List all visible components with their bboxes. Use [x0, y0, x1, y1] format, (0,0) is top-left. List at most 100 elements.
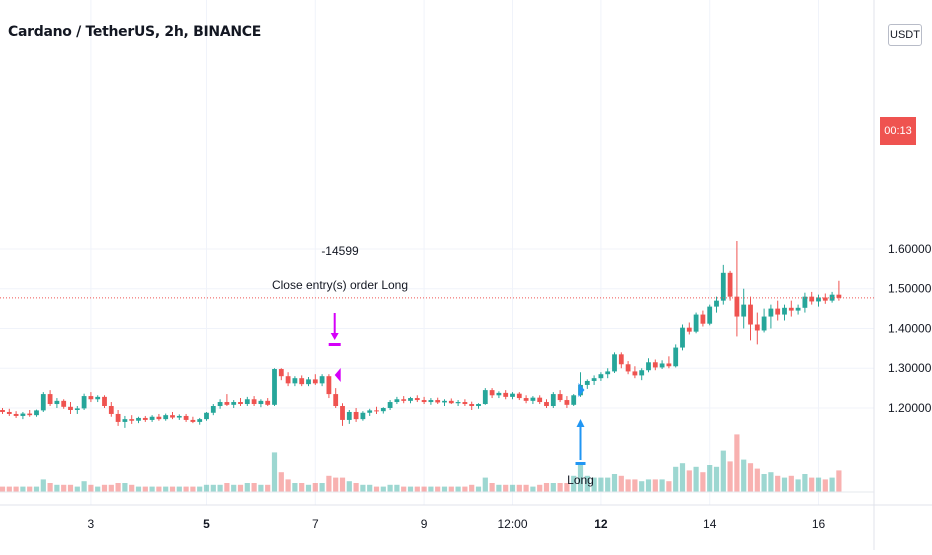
volume-bar [605, 477, 611, 492]
volume-bar [734, 434, 740, 492]
volume-bar [312, 483, 318, 492]
volume-bar [700, 472, 706, 492]
candle-body [700, 314, 706, 324]
volume-bar [156, 486, 162, 492]
volume-bar [598, 477, 604, 492]
volume-bar [326, 475, 332, 492]
candle-body [754, 324, 760, 331]
volume-bar [183, 486, 189, 492]
candle-body [455, 402, 461, 404]
volume-bar [407, 486, 414, 492]
volume-bar [122, 483, 128, 492]
volume-bar [530, 486, 536, 492]
candle-body [88, 396, 94, 400]
volume-bar [475, 486, 482, 492]
volume-bar [203, 484, 210, 492]
volume-bar [299, 483, 305, 492]
volume-bar [387, 484, 393, 492]
volume-bar [47, 483, 53, 492]
volume-bar [713, 466, 720, 492]
candle-body [537, 397, 543, 403]
candle-body [686, 327, 692, 332]
candle-body [782, 307, 787, 315]
candle-body [34, 410, 39, 416]
candle-body [605, 371, 611, 375]
candle-body [170, 415, 175, 418]
volume-bar [639, 481, 645, 492]
candle-body [571, 395, 577, 405]
candle-body [632, 371, 638, 376]
candle-body [598, 374, 604, 379]
volume-bar [441, 486, 448, 492]
volume-bar [244, 483, 250, 492]
volume-bar [673, 466, 679, 492]
candle-body [13, 413, 19, 416]
volume-bar [217, 484, 223, 492]
candle-body [54, 400, 60, 405]
volume-bar [489, 483, 495, 492]
volume-bar [741, 459, 747, 492]
candle-body [312, 379, 318, 384]
candle-body [231, 402, 237, 405]
volume-bar [836, 470, 842, 492]
candle-body [292, 378, 298, 384]
volume-bar [781, 477, 788, 492]
x-tick-label: 7 [312, 517, 319, 531]
candle-body [129, 419, 135, 421]
long-arrow-head-icon [576, 419, 585, 427]
volume-bar [686, 470, 692, 492]
volume-bar [632, 479, 638, 492]
volume-bar [822, 479, 828, 492]
volume-bar [135, 486, 142, 492]
volume-bar [333, 477, 339, 492]
volume-bar [190, 486, 196, 492]
candle-body [482, 390, 488, 405]
candle-body [374, 410, 379, 412]
candle-body [346, 411, 352, 420]
volume-bar [421, 486, 427, 492]
candle-body [285, 376, 291, 384]
candle-body [809, 296, 815, 302]
candle-body [564, 400, 570, 405]
volume-bar [27, 486, 33, 492]
candle-body [306, 379, 311, 385]
volume-bar [829, 477, 835, 492]
volume-bar [74, 486, 80, 492]
currency-unit-button[interactable]: USDT [888, 24, 922, 46]
volume-bar [108, 484, 114, 492]
volume-bar [271, 452, 278, 492]
candle-body [802, 296, 808, 308]
candle-body [435, 400, 441, 403]
candle-body [401, 399, 407, 401]
volume-bar [802, 474, 808, 492]
volume-bar [380, 486, 386, 492]
close-triangle-icon [334, 368, 341, 382]
candle-body [496, 392, 502, 396]
candle-body [510, 393, 515, 397]
annotation-long: Long [567, 473, 594, 487]
candle-body [768, 308, 774, 317]
candle-body [340, 406, 345, 420]
candle-body [122, 419, 128, 422]
trade-markers [328, 313, 586, 465]
candle-body [61, 400, 67, 407]
volume-bar [768, 472, 774, 492]
volume-bar [503, 484, 509, 492]
volume-bar [258, 484, 264, 492]
price-countdown-badge: 00:13 [880, 117, 916, 145]
candle-body [149, 416, 155, 420]
candle-body [414, 398, 420, 401]
y-tick-label: 1.30000 [888, 361, 932, 375]
y-tick-label: 1.20000 [888, 401, 932, 415]
volume-bar [305, 484, 312, 492]
candle-body [591, 378, 597, 381]
candle-body [734, 296, 740, 317]
volume-bar [775, 475, 781, 492]
volume-bar [20, 486, 26, 492]
volume-bar [720, 450, 726, 492]
volume-bar [543, 483, 550, 492]
y-tick-label: 1.60000 [888, 242, 932, 256]
